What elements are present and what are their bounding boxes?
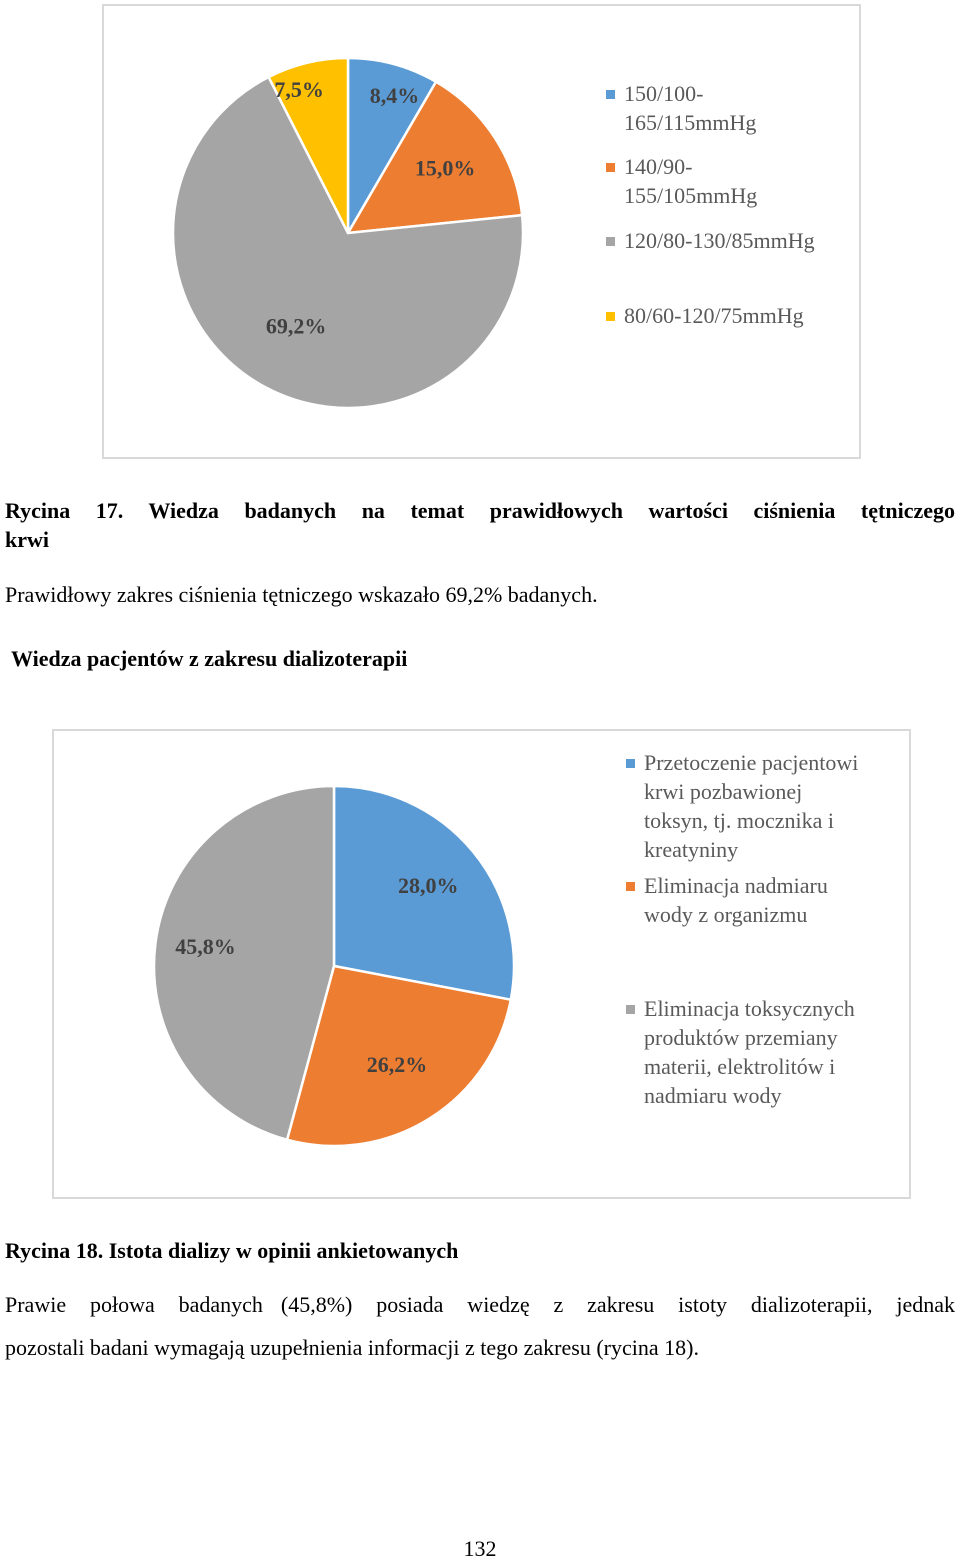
pie-slice-140-90-155-105mmhg bbox=[345, 80, 524, 235]
figure-18-paragraph-line1-start: Prawie połowa badanych bbox=[5, 1292, 263, 1317]
dialysis-pie-chart: 28,0% 26,2% 45,8% Przetoczenie pacjentowi kr… bbox=[152, 750, 858, 1148]
page-number: 132 bbox=[463, 1536, 497, 1561]
bp-pie-chart-frame: 8,4% 15,0% 69,2% 7,5% 150/100- 165/115mmHg 140… bbox=[102, 4, 861, 459]
legend-swatch-120-80-130-85mmhg bbox=[606, 237, 615, 246]
legend-label-140-90-155-105mmhg-line1: 140/90- bbox=[624, 154, 692, 179]
legend-label-140-90-155-105mmhg-line2: 155/105mmHg bbox=[624, 183, 757, 208]
figure-17-caption: Rycina 17. Wiedza badanych na temat praw… bbox=[5, 496, 955, 525]
pie-slice-przetoczenie-pacjentowi-krwi-pozbawionej bbox=[332, 784, 516, 1002]
legend-swatch-eliminacja-nadmiaru-wody-z-organizmu bbox=[626, 882, 635, 891]
section-heading: Wiedza pacjentów z zakresu dializoterapi… bbox=[11, 646, 408, 671]
legend-swatch-przetoczenie-pacjentowi-krwi-pozbawionej bbox=[626, 759, 635, 768]
legend-label-przetoczenie-pacjentowi-krwi-pozbawionej-line1: Przetoczenie pacjentowi bbox=[644, 750, 858, 775]
pie-slice-150-100-165-115mmhg bbox=[346, 56, 438, 238]
slice-label-eliminacja-nadmiaru-wody-z-organizmu: 26,2% bbox=[367, 1052, 428, 1077]
slice-label-eliminacja-toksycznych-produktow-przemia: 45,8% bbox=[175, 934, 236, 959]
legend-swatch-eliminacja-toksycznych-produktow-przemia bbox=[626, 1005, 635, 1014]
figure-17-caption-line1: Rycina 17. Wiedza badanych na temat praw… bbox=[5, 498, 955, 523]
legend-swatch-80-60-120-75mmhg bbox=[606, 312, 615, 321]
slice-label-przetoczenie-pacjentowi-krwi-pozbawionej: 28,0% bbox=[398, 873, 459, 898]
legend-label-150-100-165-115mmhg-line2: 165/115mmHg bbox=[624, 110, 756, 135]
legend-label-przetoczenie-pacjentowi-krwi-pozbawionej-line4: kreatyniny bbox=[644, 837, 738, 862]
legend-label-eliminacja-toksycznych-produktow-przemia-line4: nadmiaru wody bbox=[644, 1083, 781, 1108]
pie-slice-120-80-130-85mmhg bbox=[171, 75, 525, 410]
bp-pie-chart: 8,4% 15,0% 69,2% 7,5% 150/100- 165/115mmHg 140… bbox=[171, 56, 815, 410]
legend-label-przetoczenie-pacjentowi-krwi-pozbawionej-line2: krwi pozbawionej bbox=[644, 779, 802, 804]
legend-swatch-140-90-155-105mmhg bbox=[606, 163, 615, 172]
slice-label-150-100-165-115mmhg: 8,4% bbox=[370, 83, 420, 108]
pie-slice-80-60-120-75mmhg bbox=[266, 56, 350, 234]
legend-label-eliminacja-nadmiaru-wody-z-organizmu-line2: wody z organizmu bbox=[644, 902, 807, 927]
figure-18-paragraph-line2: pozostali badani wymagają uzupełnienia i… bbox=[5, 1335, 699, 1360]
pie-slice-eliminacja-nadmiaru-wody-z-organizmu bbox=[285, 964, 513, 1148]
figure-18-paragraph-line1: Prawie połowa badanych (45,8%) posiada wi… bbox=[5, 1290, 955, 1319]
legend-label-eliminacja-nadmiaru-wody-z-organizmu-line1: Eliminacja nadmiaru bbox=[644, 873, 828, 898]
legend-label-eliminacja-toksycznych-produktow-przemia-line2: produktów przemiany bbox=[644, 1025, 838, 1050]
slice-label-120-80-130-85mmhg: 69,2% bbox=[266, 313, 327, 338]
slice-label-140-90-155-105mmhg: 15,0% bbox=[415, 155, 476, 180]
legend-label-80-60-120-75mmhg-line1: 80/60-120/75mmHg bbox=[624, 303, 804, 328]
legend-label-eliminacja-toksycznych-produktow-przemia-line3: materii, elektrolitów i bbox=[644, 1054, 835, 1079]
legend-swatch-150-100-165-115mmhg bbox=[606, 90, 615, 99]
legend-label-150-100-165-115mmhg-line1: 150/100- bbox=[624, 81, 703, 106]
figure-18-caption: Rycina 18. Istota dializy w opinii ankie… bbox=[5, 1238, 459, 1263]
legend-label-120-80-130-85mmhg-line1: 120/80-130/85mmHg bbox=[624, 228, 815, 253]
legend-label-eliminacja-toksycznych-produktow-przemia-line1: Eliminacja toksycznych bbox=[644, 996, 855, 1021]
dialysis-pie-chart-frame: 28,0% 26,2% 45,8% Przetoczenie pacjentowi kr… bbox=[52, 729, 911, 1199]
figure-17-caption-line2: krwi bbox=[5, 527, 49, 552]
figure-18-paragraph-line1-end: (45,8%) posiada wiedzę z zakresu istoty … bbox=[280, 1292, 955, 1317]
figure-17-paragraph: Prawidłowy zakres ciśnienia tętniczego w… bbox=[5, 582, 598, 607]
legend-label-przetoczenie-pacjentowi-krwi-pozbawionej-line3: toksyn, tj. mocznika i bbox=[644, 808, 834, 833]
slice-label-80-60-120-75mmhg: 7,5% bbox=[274, 77, 324, 102]
pie-slice-eliminacja-toksycznych-produktow-przemia bbox=[152, 784, 336, 1142]
